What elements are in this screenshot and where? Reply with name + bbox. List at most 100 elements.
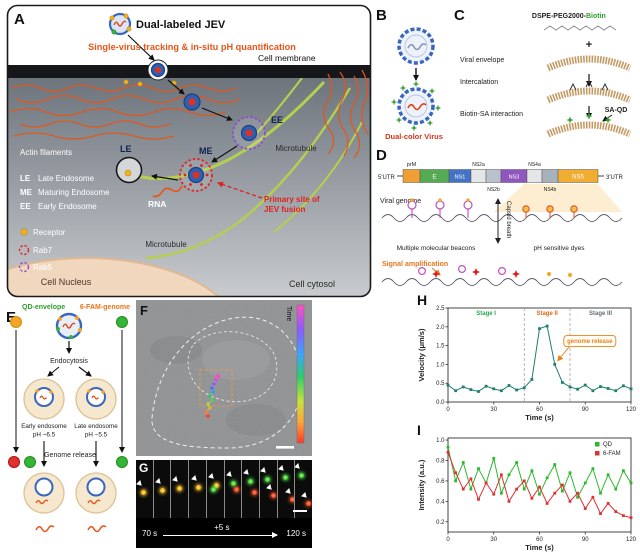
fusion-arrow <box>217 181 263 199</box>
me-name: Maturing Endosome <box>38 188 110 197</box>
svg-text:1.0: 1.0 <box>436 362 445 368</box>
intercalation-label: Intercalation <box>460 79 498 86</box>
amplified-signals <box>417 264 572 278</box>
panel-f-label: F <box>140 303 148 318</box>
time-colorbar <box>296 304 305 444</box>
gene-ns2b: NS2b <box>487 187 500 193</box>
traffic-arrow-4 <box>151 173 179 181</box>
viral-envelope-membrane <box>546 55 632 72</box>
svg-text:genome release: genome release <box>567 339 613 345</box>
sa-qd-label: SA-QD <box>605 107 628 114</box>
plain-virus-icon <box>397 27 435 65</box>
cell-entry-diagram: A Dual-labeled JEV Single-virus tracking… <box>6 4 372 298</box>
rab5-label: Rab5 <box>33 263 53 272</box>
released-endosome-left <box>23 472 65 514</box>
panel-e: E QD-envelope 6-FAM-genome Endocytosis <box>4 300 134 554</box>
ee-marker: EE <box>271 115 283 125</box>
nucleus-outline <box>187 331 278 403</box>
qd-dot <box>10 316 22 328</box>
svg-text:0: 0 <box>446 537 450 543</box>
timelapse-frame <box>171 460 189 518</box>
timelapse-frame <box>277 460 295 518</box>
gene-e: E <box>432 174 437 181</box>
qd-labeled-membrane <box>546 121 632 138</box>
traffic-arrow-3 <box>211 145 238 163</box>
plus-sign: + <box>586 39 592 51</box>
biotin-sa-label: Biotin-SA interaction <box>460 111 523 118</box>
scale-bar <box>293 510 307 512</box>
qd-stars <box>390 80 442 132</box>
panel-d-label: D <box>376 147 387 164</box>
fam-green-dot-left <box>24 456 36 468</box>
svg-text:6-FAM: 6-FAM <box>603 451 621 457</box>
scale-bar <box>276 446 294 449</box>
svg-text:Stage II: Stage II <box>536 311 558 317</box>
ph-dyes-label: pH sensitive dyes <box>534 245 586 252</box>
late-endosome-ph: pH ~5.5 <box>85 432 108 439</box>
svg-text:30: 30 <box>490 407 497 413</box>
late-endosome-icon <box>75 378 117 420</box>
svg-text:120: 120 <box>626 407 637 413</box>
released-genome-squiggle-right <box>87 525 107 533</box>
late-endosome-caption: Late endosome <box>74 423 118 430</box>
genome-highlight-fan <box>494 184 622 212</box>
svg-text:0: 0 <box>446 407 450 413</box>
signal-amplification-label: Signal amplification <box>382 261 448 268</box>
svg-text:Stage I: Stage I <box>476 311 496 317</box>
svg-text:0.8: 0.8 <box>436 458 445 464</box>
capsid-breath-arrow <box>495 198 501 244</box>
panel-a-subtitle: Single-virus tracking & in-situ pH quant… <box>88 42 296 52</box>
timelapse-frame <box>153 460 171 518</box>
svg-text:90: 90 <box>582 407 589 413</box>
intensity-time-chart: 0 30 60 90 120 0.2 0.4 0.6 0.8 1.0 Time (s) Intensi… <box>417 437 637 552</box>
ee-abbr: EE <box>20 202 31 211</box>
panel-h-label: H <box>417 292 428 308</box>
timelapse-frame <box>136 460 153 518</box>
dual-labeled-virus <box>55 312 83 340</box>
panel-i: I 0 30 60 90 120 0.2 0.4 0.6 0.8 1.0 Time (s) Inten… <box>416 422 640 554</box>
svg-text:1.5: 1.5 <box>436 344 445 350</box>
ee-name: Early Endosome <box>38 202 97 211</box>
svg-text:2.0: 2.0 <box>436 325 445 331</box>
fam-genome-label: 6-FAM-genome <box>80 304 130 311</box>
chemical-structure <box>543 25 617 31</box>
svg-text:Stage III: Stage III <box>589 311 612 317</box>
qd-red-dot <box>8 456 20 468</box>
le-abbr: LE <box>20 174 31 183</box>
genome-beacon-diagram: D 5'UTR prM E NS1 NS2a NS2b NS3 NS4a <box>376 147 623 286</box>
panel-a-label: A <box>14 11 25 28</box>
endocytosis-label: Endocytosis <box>50 358 88 365</box>
beacons-label: Multiple molecular beacons <box>397 245 477 252</box>
entry-arrow <box>127 34 155 61</box>
panel-c-label: C <box>454 7 465 24</box>
genome-wave <box>381 214 623 222</box>
rab5-legend-icon <box>18 261 30 273</box>
ph-sensing-flowchart: E QD-envelope 6-FAM-genome Endocytosis <box>6 304 130 533</box>
time-colorbar-label: Time <box>285 306 292 321</box>
svg-text:60: 60 <box>536 537 543 543</box>
me-abbr: ME <box>20 188 33 197</box>
time-end-label: 120 s <box>286 528 306 538</box>
ph-dyes <box>522 205 578 218</box>
panel-c: C DSPE-PEG2000- Biotin + Viral envelope … <box>452 6 638 151</box>
timelapse-frame <box>295 460 313 518</box>
svg-text:0.0: 0.0 <box>436 400 445 406</box>
panel-b: B <box>374 6 452 151</box>
cell-membrane-label: Cell membrane <box>258 53 316 63</box>
gene-ns1: NS1 <box>455 175 466 181</box>
amplified-wave <box>381 278 623 286</box>
svg-text:2.5: 2.5 <box>436 306 445 312</box>
le-name: Late Endosome <box>38 174 95 183</box>
dual-color-virus-diagram: B <box>376 7 443 141</box>
svg-text:0.6: 0.6 <box>436 479 445 485</box>
svg-text:Velocity (μm/s): Velocity (μm/s) <box>417 328 426 381</box>
capsid-breath-label: Capsid breath <box>505 201 511 238</box>
branch-arrow-right <box>78 366 92 377</box>
fusion-label-1: Primary site of <box>264 195 320 204</box>
svg-text:90: 90 <box>582 537 589 543</box>
viral-envelope-label: Viral envelope <box>460 57 504 64</box>
released-endosome-right <box>75 472 117 514</box>
maturing-endosome <box>179 158 213 192</box>
virus-trajectory <box>204 373 221 418</box>
gene-ns4b: NS4b <box>544 187 557 193</box>
